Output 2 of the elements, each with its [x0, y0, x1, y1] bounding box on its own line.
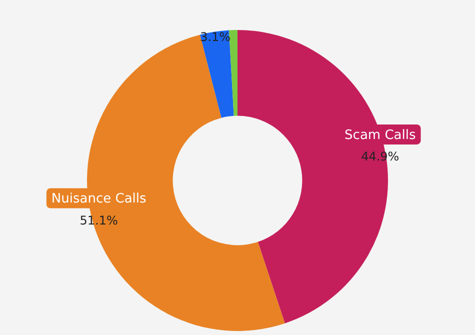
slice-label: Nuisance Calls [51, 192, 147, 207]
slice-label: Scam Calls [344, 128, 416, 143]
